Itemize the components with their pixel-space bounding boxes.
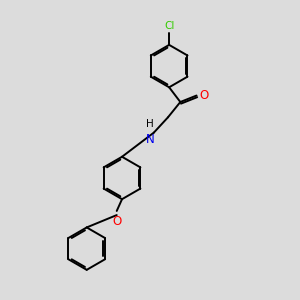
- Text: N: N: [146, 133, 154, 146]
- Text: O: O: [199, 89, 208, 102]
- Text: H: H: [146, 119, 154, 129]
- Text: O: O: [112, 215, 122, 228]
- Text: Cl: Cl: [164, 21, 174, 31]
